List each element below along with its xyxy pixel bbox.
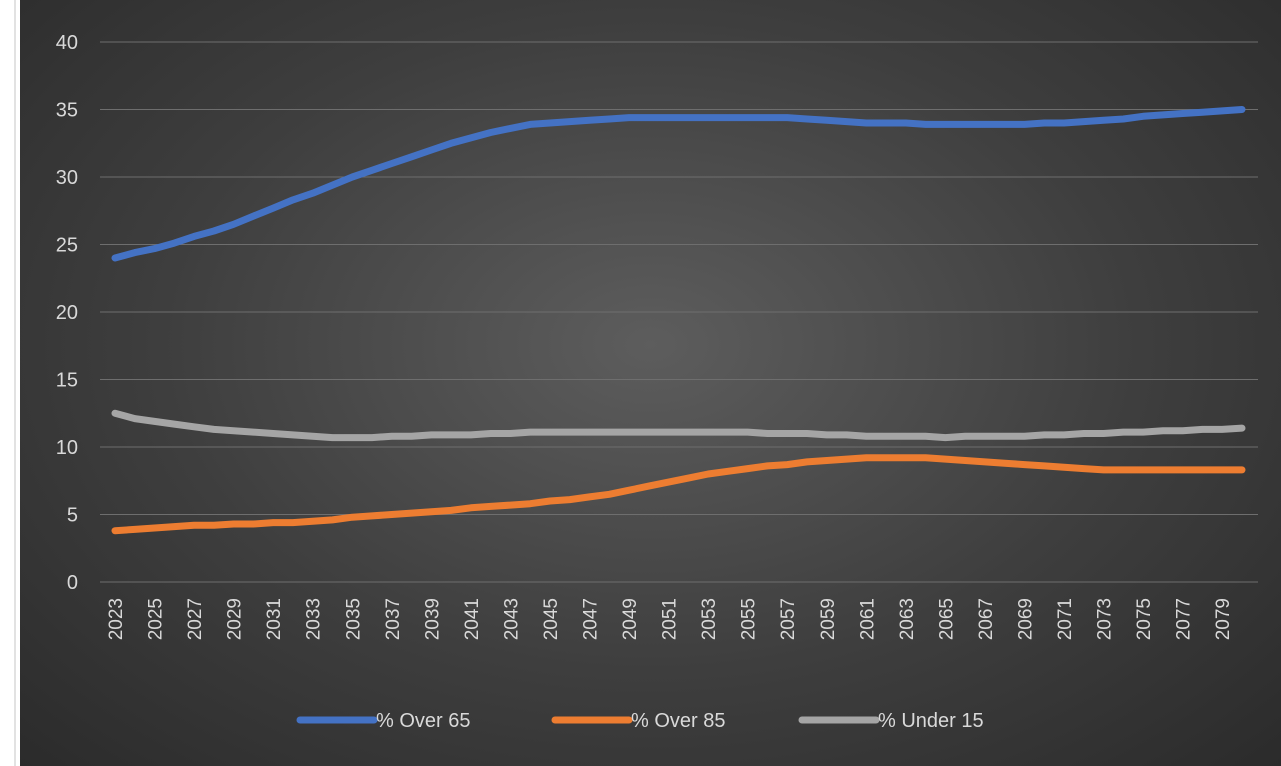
x-tick-label: 2057 bbox=[778, 598, 799, 640]
legend-label-0[interactable]: % Over 65 bbox=[376, 710, 470, 732]
y-tick-label: 35 bbox=[56, 100, 78, 122]
x-tick-label: 2033 bbox=[304, 598, 325, 640]
gridlines bbox=[100, 41, 1258, 583]
x-tick-label: 2061 bbox=[857, 598, 878, 640]
series-line-2 bbox=[111, 409, 1246, 442]
x-axis-ticks: 2023 2025 2027 2029 2031 2033 2035 2037 2039 2041… bbox=[106, 598, 1234, 640]
x-tick-label: 2047 bbox=[581, 598, 602, 640]
y-tick-label: 30 bbox=[56, 167, 78, 189]
x-tick-label: 2071 bbox=[1055, 598, 1076, 640]
x-tick-label: 2079 bbox=[1213, 598, 1234, 640]
x-tick-label: 2065 bbox=[936, 598, 957, 640]
x-tick-label: 2023 bbox=[106, 598, 127, 640]
series-line-1 bbox=[111, 454, 1246, 535]
x-tick-label: 2053 bbox=[699, 598, 720, 640]
x-tick-label: 2067 bbox=[976, 598, 997, 640]
series-line-0 bbox=[111, 106, 1246, 262]
x-tick-label: 2049 bbox=[620, 598, 641, 640]
x-tick-label: 2077 bbox=[1174, 598, 1195, 640]
x-tick-label: 2037 bbox=[383, 598, 404, 640]
y-axis-ticks: 0 5 10 15 20 25 30 35 40 bbox=[56, 32, 78, 594]
chart-area: 0 5 10 15 20 25 30 35 40 2023 2025 2027 2029 2031 203… bbox=[20, 0, 1281, 766]
y-tick-label: 10 bbox=[56, 437, 78, 459]
x-tick-label: 2039 bbox=[422, 598, 443, 640]
left-panel-border bbox=[0, 0, 16, 766]
y-tick-label: 40 bbox=[56, 32, 78, 54]
x-tick-label: 2051 bbox=[660, 598, 681, 640]
x-tick-label: 2055 bbox=[739, 598, 760, 640]
x-tick-label: 2041 bbox=[462, 598, 483, 640]
x-tick-label: 2063 bbox=[897, 598, 918, 640]
y-tick-label: 20 bbox=[56, 302, 78, 324]
x-tick-label: 2069 bbox=[1016, 598, 1037, 640]
y-tick-label: 15 bbox=[56, 370, 78, 392]
legend-label-1[interactable]: % Over 85 bbox=[631, 710, 725, 732]
y-tick-label: 25 bbox=[56, 235, 78, 257]
y-tick-label: 5 bbox=[67, 505, 78, 527]
x-tick-label: 2035 bbox=[343, 598, 364, 640]
legend[interactable]: % Over 65 % Over 85 % Under 15 bbox=[296, 710, 984, 732]
legend-label-2[interactable]: % Under 15 bbox=[878, 710, 984, 732]
x-tick-label: 2059 bbox=[818, 598, 839, 640]
x-tick-label: 2031 bbox=[264, 598, 285, 640]
x-tick-label: 2027 bbox=[185, 598, 206, 640]
x-tick-label: 2043 bbox=[501, 598, 522, 640]
x-tick-label: 2073 bbox=[1095, 598, 1116, 640]
x-tick-label: 2075 bbox=[1134, 598, 1155, 640]
series-lines bbox=[111, 106, 1246, 535]
x-tick-label: 2045 bbox=[541, 598, 562, 640]
y-tick-label: 0 bbox=[67, 572, 78, 594]
x-tick-label: 2025 bbox=[146, 598, 167, 640]
x-tick-label: 2029 bbox=[225, 598, 246, 640]
